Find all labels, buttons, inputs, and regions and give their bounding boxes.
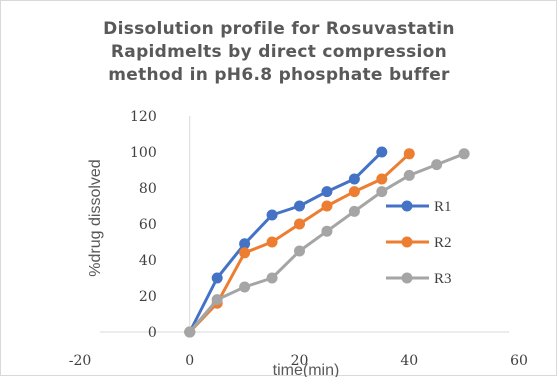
data-point bbox=[267, 273, 278, 284]
y-axis-label: %drug dissolved bbox=[87, 159, 104, 276]
data-point bbox=[459, 148, 470, 159]
data-point bbox=[267, 210, 278, 221]
data-point bbox=[431, 159, 442, 170]
data-point bbox=[376, 186, 387, 197]
chart-title-line-1: Dissolution profile for Rosuvastatin bbox=[103, 19, 455, 39]
data-point bbox=[267, 237, 278, 248]
y-tick-label: 0 bbox=[148, 325, 157, 341]
x-axis-label: time(min) bbox=[273, 362, 340, 377]
data-point bbox=[321, 226, 332, 237]
legend-item-r1: R1 bbox=[386, 199, 452, 215]
data-point bbox=[321, 186, 332, 197]
legend-label: R1 bbox=[434, 199, 452, 215]
data-point bbox=[349, 174, 360, 185]
y-tick-label: 120 bbox=[130, 109, 157, 125]
y-tick-label: 20 bbox=[139, 289, 157, 305]
legend-item-r2: R2 bbox=[386, 235, 452, 251]
y-tick-label: 80 bbox=[139, 181, 157, 197]
x-tick-label: 40 bbox=[400, 353, 418, 369]
data-point bbox=[376, 147, 387, 158]
x-tick-label: 60 bbox=[510, 353, 528, 369]
data-point bbox=[184, 327, 195, 338]
series-line bbox=[190, 154, 410, 332]
x-tick-label: 0 bbox=[185, 353, 194, 369]
data-point bbox=[239, 247, 250, 258]
data-point bbox=[349, 206, 360, 217]
y-tick-label: 60 bbox=[139, 217, 157, 233]
y-tick-label: 100 bbox=[130, 145, 157, 161]
series-r2 bbox=[184, 148, 415, 337]
legend-item-r3: R3 bbox=[386, 271, 452, 287]
legend-label: R2 bbox=[434, 235, 452, 251]
legend-label: R3 bbox=[434, 271, 452, 287]
data-point bbox=[404, 148, 415, 159]
data-point bbox=[321, 201, 332, 212]
x-tick-label: -20 bbox=[69, 353, 92, 369]
data-point bbox=[376, 174, 387, 185]
data-point bbox=[404, 170, 415, 181]
data-point bbox=[212, 273, 223, 284]
y-tick-label: 40 bbox=[139, 253, 157, 269]
legend: R1 R2 R3 bbox=[386, 199, 452, 287]
data-point bbox=[294, 201, 305, 212]
data-point bbox=[239, 282, 250, 293]
data-point bbox=[294, 246, 305, 257]
y-tick-labels: 0 20 40 60 80 100 120 bbox=[130, 109, 157, 341]
chart-title-line-2: Rapidmelts by direct compression bbox=[111, 42, 447, 62]
chart-title: Dissolution profile for Rosuvastatin Rap… bbox=[103, 19, 455, 85]
data-point bbox=[349, 186, 360, 197]
legend-marker bbox=[402, 273, 413, 284]
series-r1 bbox=[184, 147, 387, 338]
data-point bbox=[294, 219, 305, 230]
legend-marker bbox=[402, 201, 413, 212]
legend-marker bbox=[402, 237, 413, 248]
data-point bbox=[212, 294, 223, 305]
chart-title-line-3: method in pH6.8 phosphate buffer bbox=[108, 65, 450, 85]
